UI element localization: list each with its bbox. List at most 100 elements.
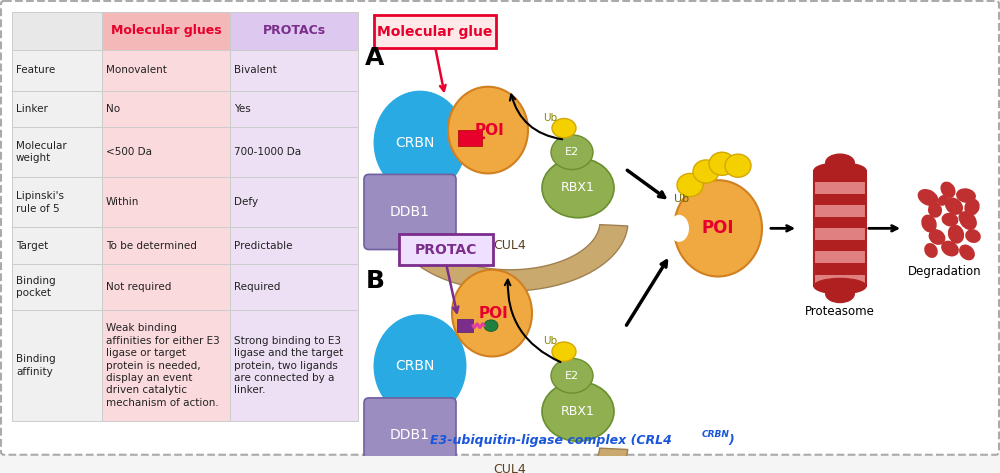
Ellipse shape xyxy=(693,160,719,183)
Ellipse shape xyxy=(674,180,762,277)
Text: Molecular glue: Molecular glue xyxy=(377,25,493,39)
FancyBboxPatch shape xyxy=(399,234,493,265)
Bar xyxy=(102,127,230,177)
Bar xyxy=(814,171,866,182)
Ellipse shape xyxy=(929,229,945,245)
Text: B: B xyxy=(366,269,384,293)
Bar xyxy=(102,11,230,50)
Ellipse shape xyxy=(551,135,593,169)
Ellipse shape xyxy=(448,87,528,174)
Text: Ub: Ub xyxy=(674,194,690,204)
Ellipse shape xyxy=(677,174,703,197)
Bar xyxy=(102,228,230,264)
Ellipse shape xyxy=(551,359,593,393)
Text: A: A xyxy=(365,46,385,70)
Bar xyxy=(102,310,230,421)
Ellipse shape xyxy=(814,163,866,178)
Bar xyxy=(814,217,866,228)
FancyBboxPatch shape xyxy=(374,16,496,48)
Ellipse shape xyxy=(452,270,532,357)
Bar xyxy=(102,90,230,127)
Bar xyxy=(814,182,866,193)
Text: CUL4: CUL4 xyxy=(494,239,526,252)
FancyBboxPatch shape xyxy=(458,130,482,146)
FancyBboxPatch shape xyxy=(457,319,473,333)
Text: CUL4: CUL4 xyxy=(494,463,526,473)
Bar xyxy=(814,228,866,240)
Bar xyxy=(12,264,102,310)
Ellipse shape xyxy=(921,215,937,232)
Text: ): ) xyxy=(728,434,734,447)
Text: Feature: Feature xyxy=(16,65,55,75)
Text: Bivalent: Bivalent xyxy=(234,65,277,75)
Bar xyxy=(230,90,358,127)
Text: To be determined: To be determined xyxy=(106,241,197,251)
Polygon shape xyxy=(405,225,628,291)
Bar xyxy=(230,264,358,310)
Ellipse shape xyxy=(942,213,958,227)
Bar xyxy=(230,11,358,50)
Text: RBX1: RBX1 xyxy=(561,181,595,194)
Ellipse shape xyxy=(826,285,854,303)
Ellipse shape xyxy=(959,211,977,230)
Text: CRBN: CRBN xyxy=(395,359,435,373)
Ellipse shape xyxy=(958,211,968,222)
Bar xyxy=(230,310,358,421)
Text: Predictable: Predictable xyxy=(234,241,292,251)
Bar xyxy=(12,90,102,127)
Ellipse shape xyxy=(948,225,964,244)
Text: <500 Da: <500 Da xyxy=(106,147,152,157)
Ellipse shape xyxy=(826,154,854,172)
Bar xyxy=(12,228,102,264)
Text: Binding
pocket: Binding pocket xyxy=(16,276,56,298)
Bar xyxy=(12,11,102,50)
FancyBboxPatch shape xyxy=(1,1,999,455)
Text: POI: POI xyxy=(475,123,505,138)
Ellipse shape xyxy=(941,241,959,256)
Text: DDB1: DDB1 xyxy=(390,205,430,219)
Text: Weak binding
affinities for either E3
ligase or target
protein is needed,
displa: Weak binding affinities for either E3 li… xyxy=(106,324,220,408)
Ellipse shape xyxy=(669,215,689,242)
Ellipse shape xyxy=(709,152,735,175)
Bar xyxy=(814,252,866,263)
Bar xyxy=(12,310,102,421)
Ellipse shape xyxy=(956,188,976,203)
FancyBboxPatch shape xyxy=(364,398,456,473)
Text: CRBN: CRBN xyxy=(395,136,435,149)
Text: E2: E2 xyxy=(565,147,579,157)
Ellipse shape xyxy=(725,154,751,177)
Text: Ub: Ub xyxy=(543,336,557,346)
Text: Molecular glues: Molecular glues xyxy=(111,24,221,37)
Bar xyxy=(102,177,230,228)
Bar xyxy=(230,228,358,264)
Text: Defy: Defy xyxy=(234,197,258,207)
Ellipse shape xyxy=(542,382,614,441)
Text: Binding
affinity: Binding affinity xyxy=(16,354,56,377)
Ellipse shape xyxy=(372,89,468,195)
Ellipse shape xyxy=(924,243,938,258)
Ellipse shape xyxy=(918,189,938,206)
Ellipse shape xyxy=(542,158,614,218)
Ellipse shape xyxy=(552,342,576,361)
Bar xyxy=(12,50,102,90)
Text: Molecular
weight: Molecular weight xyxy=(16,141,67,164)
Ellipse shape xyxy=(940,182,956,198)
Ellipse shape xyxy=(814,279,866,294)
Text: RBX1: RBX1 xyxy=(561,405,595,418)
Text: POI: POI xyxy=(702,219,734,237)
Text: DDB1: DDB1 xyxy=(390,429,430,442)
Ellipse shape xyxy=(964,199,980,216)
Bar xyxy=(102,264,230,310)
Ellipse shape xyxy=(928,202,942,218)
Text: Ub: Ub xyxy=(543,113,557,123)
Text: PROTAC: PROTAC xyxy=(415,243,477,256)
Bar xyxy=(12,177,102,228)
Text: Proteasome: Proteasome xyxy=(805,305,875,318)
FancyBboxPatch shape xyxy=(364,175,456,250)
Bar xyxy=(814,275,866,286)
Text: Target: Target xyxy=(16,241,48,251)
Text: No: No xyxy=(106,104,120,114)
Text: Not required: Not required xyxy=(106,282,171,292)
Text: Monovalent: Monovalent xyxy=(106,65,167,75)
Text: Lipinski's
rule of 5: Lipinski's rule of 5 xyxy=(16,191,64,213)
